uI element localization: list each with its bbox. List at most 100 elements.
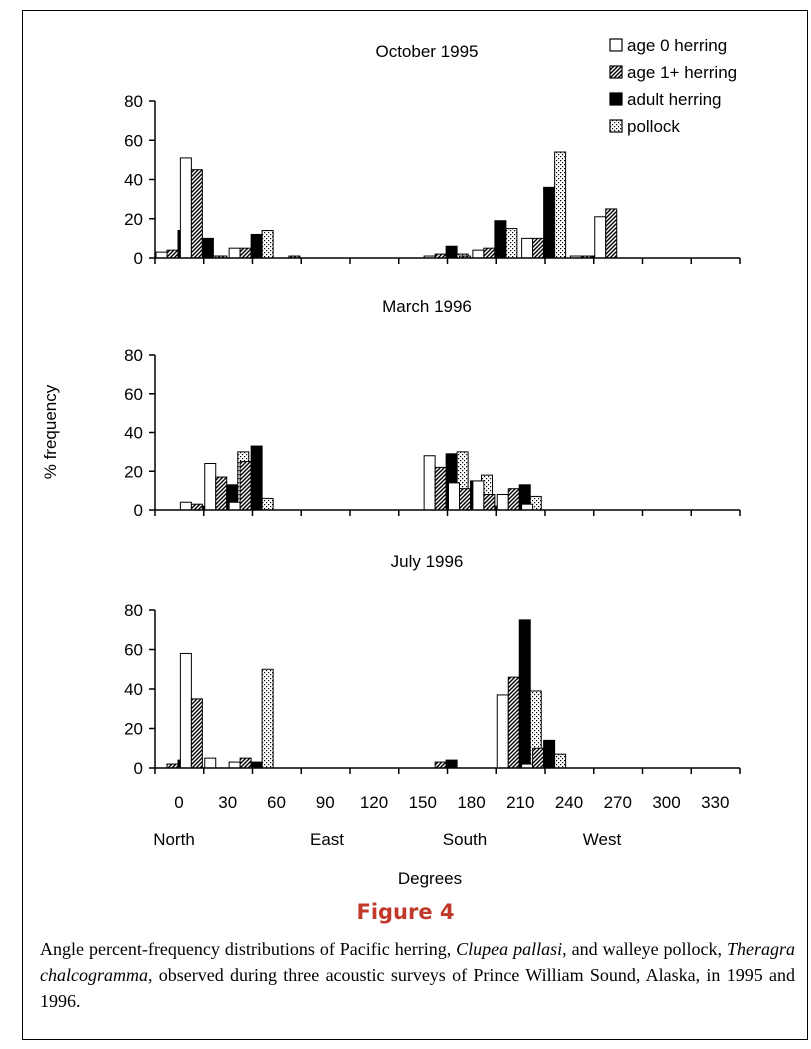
bar	[179, 157, 192, 259]
bar	[521, 237, 534, 259]
bar	[423, 455, 436, 511]
bar	[155, 251, 168, 259]
bar	[261, 497, 274, 511]
bar	[190, 698, 203, 769]
x-tick-label: 0	[174, 793, 183, 812]
x-tick-label: 240	[555, 793, 583, 812]
figure-label: Figure 4	[356, 900, 455, 924]
bar	[507, 676, 520, 769]
bar	[239, 247, 252, 259]
bar	[239, 757, 252, 769]
bar	[250, 233, 263, 259]
direction-label: East	[310, 830, 344, 849]
bar	[472, 480, 485, 511]
bar	[507, 488, 520, 511]
bar	[554, 151, 567, 259]
bar	[261, 230, 274, 259]
y-tick-label: 40	[124, 424, 143, 443]
y-tick-label: 40	[124, 680, 143, 699]
bar	[543, 739, 556, 769]
panel-title: July 1996	[391, 552, 464, 571]
y-tick-label: 0	[134, 759, 143, 778]
x-axis-label: Degrees	[398, 869, 462, 888]
y-tick-label: 60	[124, 131, 143, 150]
bar	[228, 247, 241, 259]
legend-label: pollock	[627, 117, 680, 136]
bar	[459, 488, 471, 511]
bar	[228, 761, 241, 769]
bar	[190, 169, 203, 259]
bar	[445, 245, 458, 259]
bar	[594, 216, 607, 259]
bar	[239, 461, 252, 511]
bar	[215, 476, 228, 511]
chart-axis-labels: % frequency North East South West Degrees	[41, 384, 621, 888]
bar	[483, 494, 496, 511]
y-tick-label: 80	[124, 92, 143, 111]
chart-panels: October 1995 0 20 40 60 80 March 1996 0 20 40 60 80…	[124, 42, 741, 812]
y-tick-label: 0	[134, 249, 143, 268]
x-tick-label: 30	[218, 793, 237, 812]
y-tick-label: 80	[124, 601, 143, 620]
caption-species-2: Theragra chalcogramma	[40, 939, 795, 985]
chart-panel: October 1995 0 20 40 60 80	[124, 42, 741, 268]
bar	[605, 208, 618, 259]
caption-text-1: Angle percent-frequency distributions of…	[40, 939, 457, 959]
caption-species-1: Clupea pallasi	[456, 939, 563, 959]
panel-title: October 1995	[375, 42, 478, 61]
bar	[250, 445, 263, 511]
bar	[554, 753, 567, 769]
bar	[483, 247, 496, 259]
legend-swatch	[609, 65, 623, 79]
y-tick-label: 20	[124, 720, 143, 739]
bar	[521, 503, 534, 511]
caption-text-2: , and walleye pollock,	[562, 939, 727, 959]
caption-text-3: , observed during three acoustic surveys…	[40, 965, 795, 1011]
bar	[250, 761, 263, 769]
bar	[543, 186, 556, 259]
direction-label: North	[153, 830, 195, 849]
chart-panel: July 1996 0 20 40 60 80 0 30 60 90 120 150 180 210 240…	[124, 552, 741, 812]
y-tick-label: 20	[124, 462, 143, 481]
bar	[179, 501, 192, 511]
direction-label: South	[443, 830, 487, 849]
bar	[201, 237, 214, 259]
bar	[445, 759, 458, 769]
figure-caption: Angle percent-frequency distributions of…	[40, 936, 795, 1014]
bar	[204, 463, 217, 511]
bar	[505, 228, 518, 259]
x-tick-label: 90	[316, 793, 335, 812]
legend-swatch	[609, 119, 623, 133]
y-tick-label: 60	[124, 641, 143, 660]
y-tick-label: 40	[124, 171, 143, 190]
bar	[532, 237, 545, 259]
bar	[190, 503, 203, 511]
y-tick-label: 60	[124, 385, 143, 404]
bar	[228, 501, 241, 511]
panel-title: March 1996	[382, 297, 472, 316]
bar	[448, 482, 460, 511]
bar	[179, 652, 192, 769]
y-tick-label: 0	[134, 501, 143, 520]
legend-label: age 0 herring	[627, 36, 727, 55]
legend-swatch	[609, 38, 623, 52]
chart-legend: age 0 herring age 1+ herring adult herring…	[609, 36, 737, 136]
y-axis-label: % frequency	[41, 384, 60, 479]
y-tick-label: 20	[124, 210, 143, 229]
x-tick-label: 120	[360, 793, 388, 812]
bar	[494, 220, 507, 259]
bar	[204, 757, 217, 769]
bar	[434, 761, 447, 769]
direction-label: West	[583, 830, 622, 849]
chart-figure: age 0 herring age 1+ herring adult herring…	[41, 36, 741, 888]
x-tick-label: 270	[604, 793, 632, 812]
x-tick-label: 330	[701, 793, 729, 812]
y-tick-label: 80	[124, 346, 143, 365]
chart-panel: March 1996 0 20 40 60 80	[124, 297, 741, 520]
legend-swatch	[609, 92, 623, 106]
bar	[434, 466, 447, 511]
figure-frame	[22, 10, 808, 1040]
bar	[496, 494, 509, 511]
bar	[518, 619, 531, 769]
bar	[472, 249, 485, 259]
